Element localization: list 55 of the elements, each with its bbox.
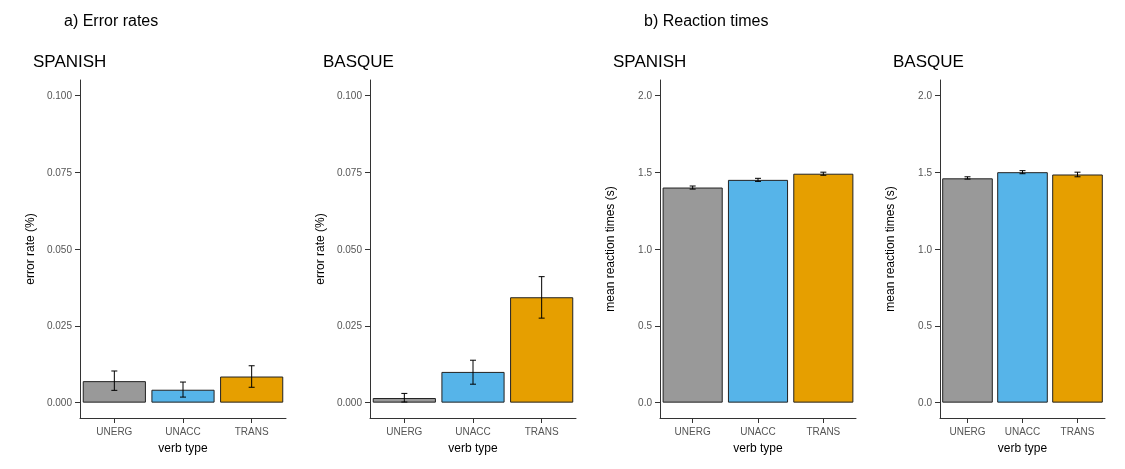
- x-axis-title: verb type: [733, 441, 784, 455]
- x-axis-title: verb type: [997, 441, 1048, 455]
- chart-subtitle: SPANISH: [33, 52, 107, 71]
- x-axis-title: verb type: [448, 441, 499, 455]
- y-tick-label: 2.0: [918, 89, 933, 101]
- y-tick-label: 0.025: [46, 320, 73, 332]
- chart-title: a) Error rates: [64, 12, 159, 29]
- x-tick-label: UNERG: [949, 425, 986, 437]
- chart-subtitle: BASQUE: [323, 52, 394, 71]
- x-axis-title: verb type: [158, 441, 209, 455]
- y-tick-label: 1.5: [918, 166, 933, 178]
- x-tick-label: UNACC: [165, 425, 201, 437]
- x-tick-label: UNERG: [386, 425, 423, 437]
- y-tick-label: 0.050: [336, 243, 363, 255]
- y-tick-label: 0.075: [46, 166, 73, 178]
- bar: [997, 172, 1048, 403]
- x-tick-label: UNACC: [455, 425, 491, 437]
- y-tick-label: 0.075: [336, 166, 363, 178]
- x-tick-label: UNERG: [674, 425, 711, 437]
- bar: [662, 187, 723, 403]
- bar: [727, 179, 789, 403]
- y-tick-label: 0.0: [638, 397, 653, 409]
- bar: [793, 173, 854, 403]
- y-tick-label: 1.5: [638, 166, 653, 178]
- chart-title: b) Reaction times: [644, 12, 769, 29]
- bar: [372, 398, 436, 403]
- y-tick-label: 0.100: [336, 89, 363, 101]
- x-tick-label: TRANS: [234, 425, 269, 437]
- x-tick-label: TRANS: [1060, 425, 1095, 437]
- y-tick-label: 0.000: [46, 397, 73, 409]
- bar: [510, 297, 574, 403]
- y-tick-label: 0.5: [638, 320, 653, 332]
- y-tick-label: 0.025: [336, 320, 363, 332]
- y-axis-title: error rate (%): [23, 213, 37, 285]
- y-axis-title: mean reaction times (s): [883, 186, 897, 312]
- bar: [942, 178, 993, 403]
- y-tick-label: 0.050: [46, 243, 73, 255]
- y-tick-label: 1.0: [918, 243, 933, 255]
- bar: [441, 371, 505, 403]
- y-tick-label: 0.000: [336, 397, 363, 409]
- y-tick-label: 2.0: [638, 89, 653, 101]
- chart-subtitle: SPANISH: [613, 52, 687, 71]
- x-tick-label: TRANS: [806, 425, 841, 437]
- x-tick-label: UNERG: [96, 425, 133, 437]
- y-tick-label: 0.5: [918, 320, 933, 332]
- x-tick-label: TRANS: [524, 425, 559, 437]
- y-axis-title: error rate (%): [313, 213, 327, 285]
- x-tick-label: UNACC: [1004, 425, 1041, 437]
- y-tick-label: 1.0: [638, 243, 653, 255]
- chart-subtitle: BASQUE: [893, 52, 964, 71]
- y-axis-title: mean reaction times (s): [603, 186, 617, 312]
- x-tick-label: UNACC: [740, 425, 776, 437]
- y-tick-label: 0.0: [918, 397, 933, 409]
- bar: [1052, 174, 1103, 403]
- y-tick-label: 0.100: [46, 89, 73, 101]
